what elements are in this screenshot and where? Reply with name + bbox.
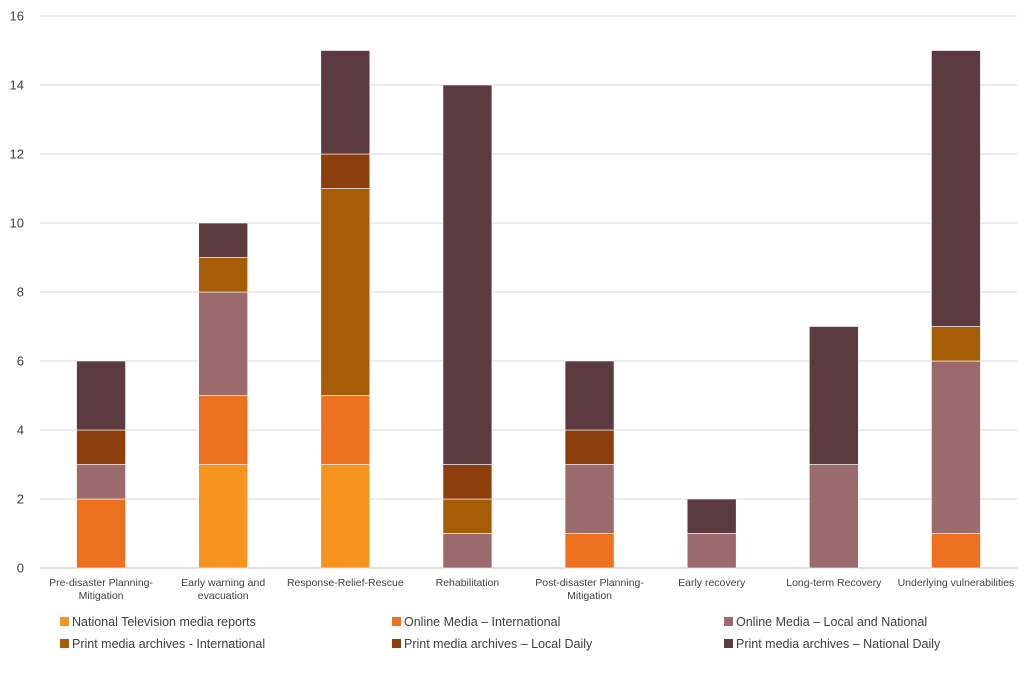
bar-segment (686, 533, 737, 569)
legend-label: Print media archives – Local Daily (404, 637, 593, 651)
bar-segment (686, 498, 737, 534)
bar-segment (564, 360, 615, 431)
x-category-label: Rehabilitation (436, 577, 500, 589)
legend-swatch (60, 617, 69, 626)
bar-segment (320, 50, 371, 155)
bar-segment (931, 50, 981, 327)
legend-swatch (392, 639, 401, 648)
legend-swatch (724, 639, 733, 648)
bar-segment (198, 464, 248, 569)
y-tick-label: 4 (17, 423, 24, 438)
bar-segment (442, 498, 493, 534)
x-category-label: Early warning and (181, 577, 265, 589)
y-tick-label: 12 (10, 147, 24, 162)
y-axis-ticks: 0 2 4 6 8 10 12 14 16 (10, 9, 24, 576)
bar-segment (931, 326, 981, 362)
y-tick-label: 0 (17, 561, 24, 576)
bar-segment (198, 257, 248, 293)
bar-segment (809, 326, 859, 465)
legend-label: National Television media reports (72, 615, 256, 629)
x-category-label: Underlying vulnerabilities (898, 577, 1015, 589)
legend-swatch (724, 617, 733, 626)
grid-layer (40, 15, 1017, 569)
x-category-label: Post-disaster Planning- (535, 577, 644, 589)
bar-segment (198, 395, 248, 465)
legend-label: Online Media – Local and National (736, 615, 927, 629)
bar-segment (198, 222, 248, 258)
bar-segment (76, 464, 126, 500)
bar-segment (442, 84, 493, 465)
bar-segment (564, 464, 615, 534)
bar-segment (442, 533, 493, 569)
x-category-label: Mitigation (79, 590, 124, 602)
legend-swatch (392, 617, 401, 626)
bar-segment (931, 533, 981, 569)
legend: National Television media reports Online … (60, 615, 941, 651)
bar-segment (76, 429, 126, 465)
bar-segment (320, 464, 371, 569)
bar-segment (198, 291, 248, 396)
bar-segment (320, 153, 371, 189)
x-category-label: Long-term Recovery (786, 577, 882, 589)
y-tick-label: 8 (17, 285, 24, 300)
y-tick-label: 14 (10, 78, 24, 93)
bar-segment (442, 464, 493, 500)
legend-swatch (60, 639, 69, 648)
bar-segment (76, 360, 126, 431)
y-tick-label: 16 (10, 9, 24, 24)
x-category-label: Pre-disaster Planning- (49, 577, 153, 589)
x-category-label: Early recovery (678, 577, 746, 589)
y-tick-label: 2 (17, 492, 24, 507)
legend-label: Print media archives – National Daily (736, 637, 941, 651)
bar-segment (320, 395, 371, 465)
bar-segment (564, 429, 615, 465)
bars-layer (76, 50, 981, 569)
bar-segment (564, 533, 615, 569)
x-category-label: Mitigation (567, 590, 612, 602)
x-category-label: Response-Relief-Rescue (287, 577, 404, 589)
bar-segment (931, 360, 981, 534)
y-tick-label: 10 (10, 216, 24, 231)
bar-segment (76, 498, 126, 569)
x-category-label: evacuation (198, 590, 249, 602)
y-tick-label: 6 (17, 354, 24, 369)
legend-label: Online Media – International (404, 615, 560, 629)
bar-segment (809, 464, 859, 569)
legend-label: Print media archives - International (72, 637, 265, 651)
bar-segment (320, 188, 371, 396)
